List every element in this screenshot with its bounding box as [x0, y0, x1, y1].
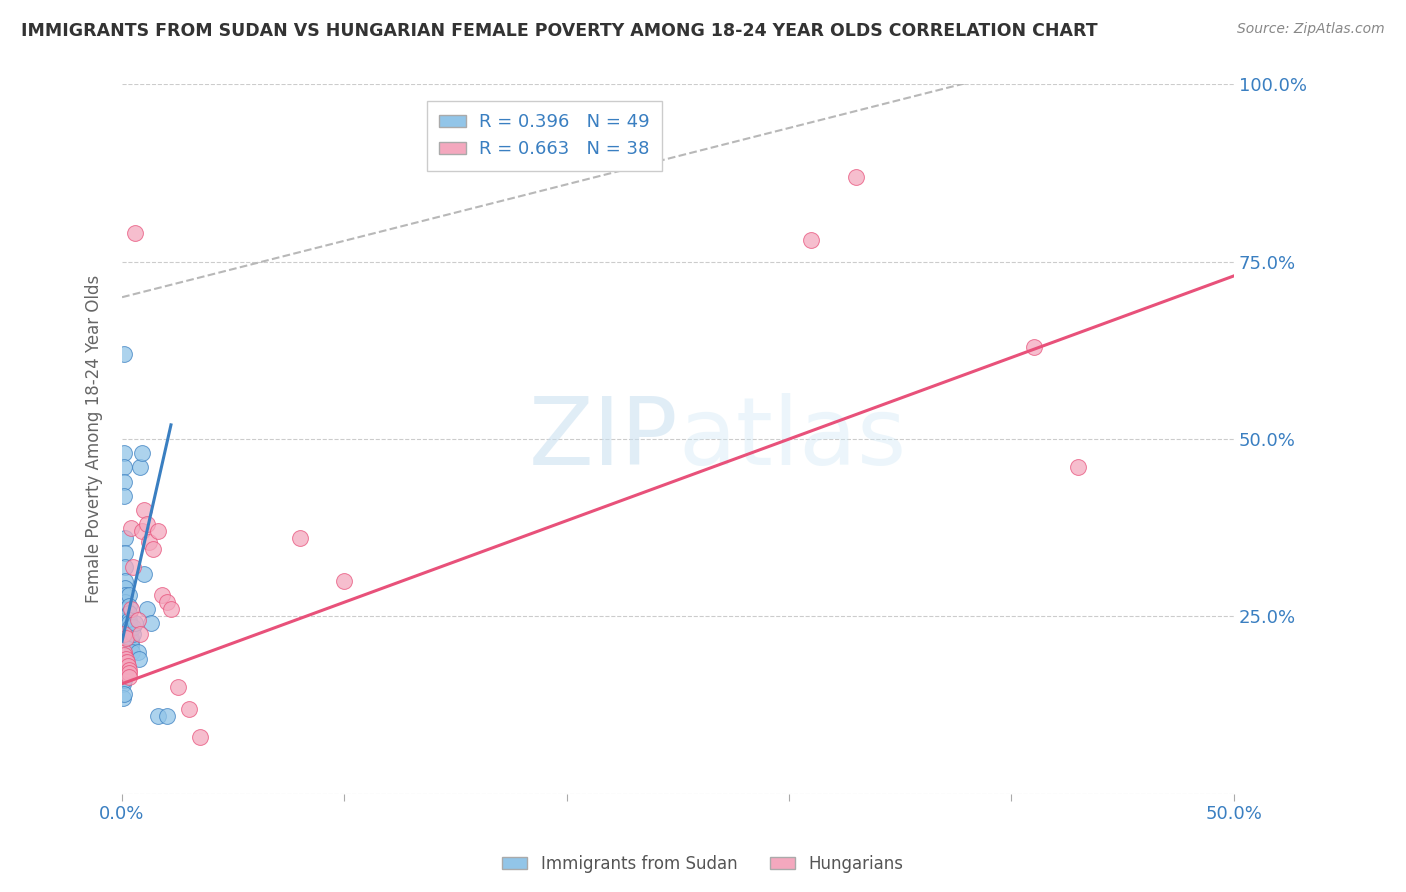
Point: [117, 659, 139, 673]
Y-axis label: Female Poverty Among 18-24 Year Olds: Female Poverty Among 18-24 Year Olds: [86, 275, 103, 603]
Point: [115, 627, 138, 641]
Text: atlas: atlas: [678, 393, 905, 485]
Point: [115, 624, 138, 638]
Point: [1067, 460, 1090, 475]
Point: [112, 687, 135, 701]
Point: [118, 666, 141, 681]
Point: [128, 460, 150, 475]
Point: [114, 602, 136, 616]
Point: [131, 524, 153, 539]
Point: [118, 624, 141, 638]
Point: [800, 234, 823, 248]
Point: [146, 708, 169, 723]
Point: [120, 634, 142, 648]
Point: [166, 681, 188, 695]
Point: [288, 532, 311, 546]
Point: [112, 489, 135, 503]
Point: [115, 616, 138, 631]
Point: [134, 503, 156, 517]
Point: [120, 638, 142, 652]
Point: [124, 616, 146, 631]
Point: [1022, 340, 1045, 354]
Point: [112, 446, 135, 460]
Point: [118, 606, 141, 620]
Point: [115, 613, 138, 627]
Point: [115, 620, 138, 634]
Point: [112, 460, 135, 475]
Point: [118, 616, 141, 631]
Point: [135, 517, 157, 532]
Text: ZIP: ZIP: [529, 393, 678, 485]
Point: [115, 656, 138, 670]
Point: [112, 673, 135, 688]
Point: [112, 475, 135, 489]
Point: [134, 566, 156, 581]
Point: [112, 648, 135, 663]
Text: IMMIGRANTS FROM SUDAN VS HUNGARIAN FEMALE POVERTY AMONG 18-24 YEAR OLDS CORRELAT: IMMIGRANTS FROM SUDAN VS HUNGARIAN FEMAL…: [21, 22, 1098, 40]
Point: [117, 631, 139, 645]
Point: [114, 595, 136, 609]
Point: [114, 666, 136, 681]
Point: [115, 631, 138, 645]
Point: [118, 588, 141, 602]
Point: [112, 347, 135, 361]
Point: [118, 599, 141, 613]
Point: [114, 663, 136, 677]
Point: [115, 616, 138, 631]
Point: [142, 541, 165, 556]
Point: [120, 631, 142, 645]
Point: [139, 616, 162, 631]
Point: [127, 645, 149, 659]
Text: Source: ZipAtlas.com: Source: ZipAtlas.com: [1237, 22, 1385, 37]
Point: [114, 532, 136, 546]
Point: [112, 677, 135, 691]
Point: [160, 602, 183, 616]
Point: [131, 446, 153, 460]
Point: [177, 701, 200, 715]
Point: [114, 588, 136, 602]
Point: [118, 631, 141, 645]
Point: [124, 227, 146, 241]
Point: [135, 602, 157, 616]
Point: [114, 581, 136, 595]
Point: [118, 620, 141, 634]
Legend: Immigrants from Sudan, Hungarians: Immigrants from Sudan, Hungarians: [495, 848, 911, 880]
Point: [112, 656, 135, 670]
Point: [114, 574, 136, 588]
Point: [120, 602, 142, 616]
Point: [120, 521, 142, 535]
Point: [333, 574, 356, 588]
Point: [128, 627, 150, 641]
Point: [122, 559, 145, 574]
Point: [155, 708, 177, 723]
Point: [146, 524, 169, 539]
Point: [112, 690, 135, 705]
Point: [138, 535, 160, 549]
Point: [112, 645, 135, 659]
Point: [128, 652, 150, 666]
Point: [114, 659, 136, 673]
Point: [112, 627, 135, 641]
Point: [127, 613, 149, 627]
Point: [118, 670, 141, 684]
Point: [155, 595, 177, 609]
Point: [118, 613, 141, 627]
Legend: R = 0.396   N = 49, R = 0.663   N = 38: R = 0.396 N = 49, R = 0.663 N = 38: [426, 101, 662, 171]
Point: [114, 545, 136, 559]
Point: [114, 559, 136, 574]
Point: [114, 609, 136, 624]
Point: [845, 169, 868, 184]
Point: [121, 645, 143, 659]
Point: [115, 652, 138, 666]
Point: [150, 588, 173, 602]
Point: [118, 663, 141, 677]
Point: [122, 620, 145, 634]
Point: [188, 730, 211, 744]
Point: [122, 627, 145, 641]
